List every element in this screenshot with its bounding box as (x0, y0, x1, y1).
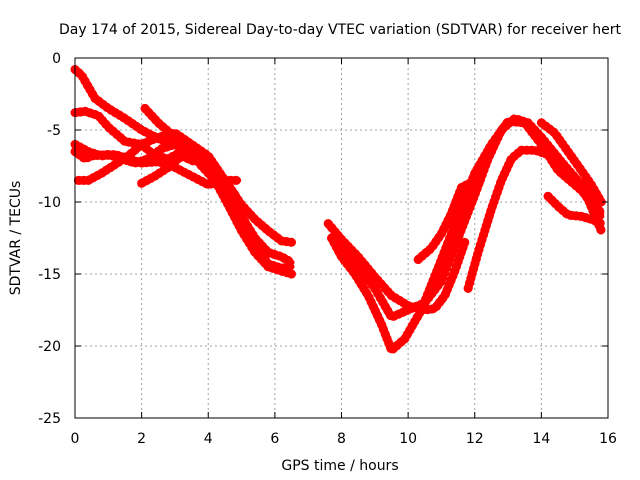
series-track-9-markers (327, 116, 606, 355)
x-tick-label: 16 (599, 431, 617, 447)
grid (75, 58, 608, 418)
x-tick-label: 0 (71, 431, 80, 447)
y-tick-label: -20 (38, 339, 61, 355)
chart-title: Day 174 of 2015, Sidereal Day-to-day VTE… (59, 22, 621, 38)
x-tick-label: 14 (532, 431, 550, 447)
y-tick-label: -15 (38, 267, 61, 283)
x-tick-label: 6 (270, 431, 279, 447)
series-track-6-markers (137, 151, 200, 188)
y-tick-label: -10 (38, 195, 61, 211)
series-track-10-markers (337, 114, 606, 322)
x-tick-label: 2 (137, 431, 146, 447)
ticks: 0 2 4 6 8 10 12 14 16 0 -5 -10 -15 -20 -25 (38, 51, 617, 447)
series-track-11-markers (413, 175, 486, 265)
series-track-7-markers (140, 103, 296, 273)
y-tick-label: -5 (47, 123, 61, 139)
series-track-14-markers (543, 191, 606, 229)
y-tick-label: -25 (38, 411, 61, 427)
series-group (70, 65, 606, 355)
x-tick-label: 12 (466, 431, 484, 447)
x-tick-label: 8 (337, 431, 346, 447)
series-track-2-markers (70, 106, 296, 267)
y-axis-label: SDTVAR / TECUs (8, 181, 24, 296)
y-tick-label: 0 (52, 51, 61, 67)
x-tick-label: 10 (399, 431, 417, 447)
series-track-13-markers (536, 118, 606, 207)
x-tick-label: 4 (204, 431, 213, 447)
x-axis-label: GPS time / hours (281, 458, 398, 474)
series-track-12-markers (463, 145, 606, 293)
